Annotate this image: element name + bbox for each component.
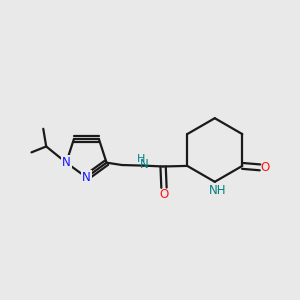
Text: N: N — [140, 158, 148, 171]
Text: N: N — [62, 156, 70, 169]
Text: O: O — [159, 188, 169, 201]
Text: H: H — [137, 154, 146, 164]
Text: N: N — [82, 171, 91, 184]
Text: NH: NH — [209, 184, 226, 196]
Text: O: O — [261, 161, 270, 174]
